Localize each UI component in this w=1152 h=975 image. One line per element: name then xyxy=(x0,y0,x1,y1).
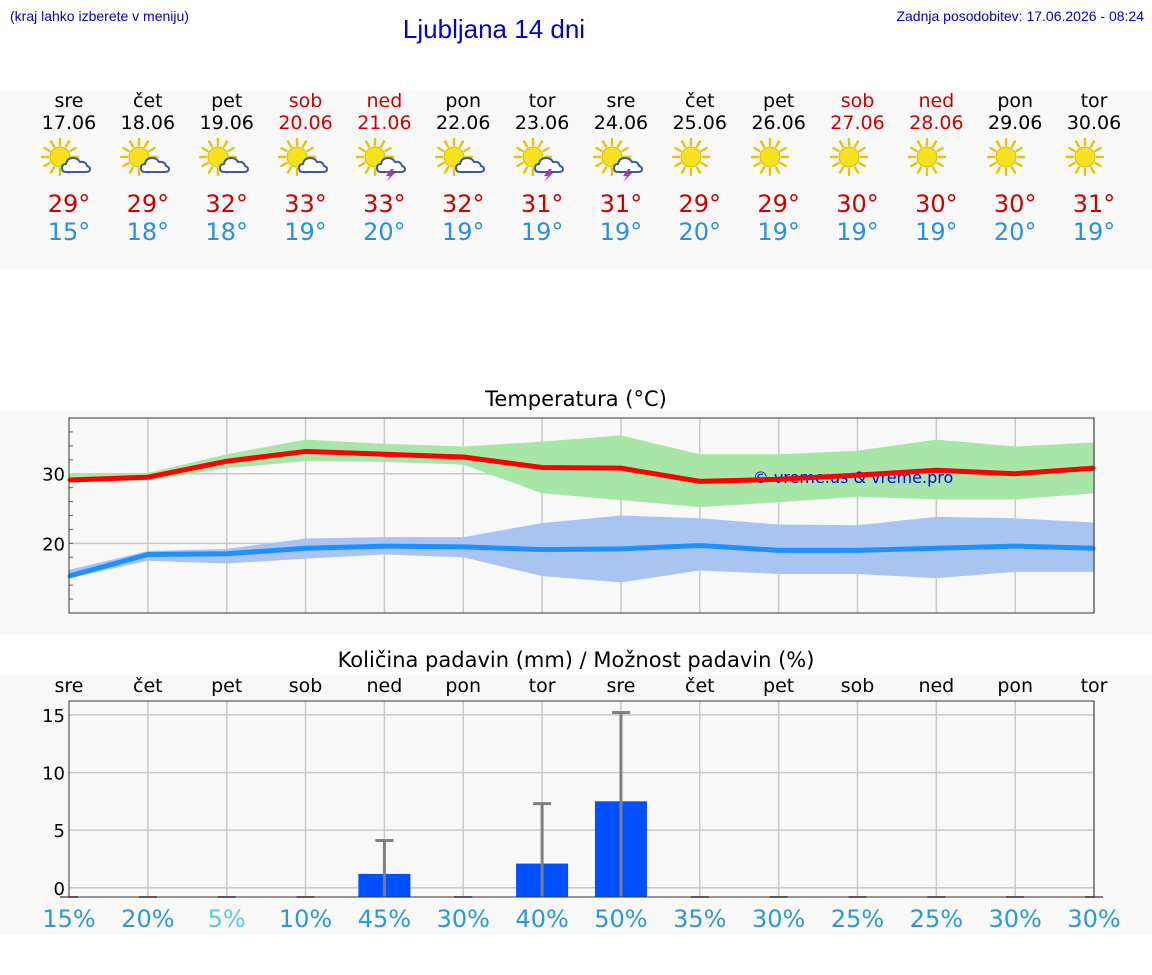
min-temperature: 19° xyxy=(836,218,879,246)
day-column: sob 20.06 33° 19° xyxy=(266,90,346,246)
day-name: ned xyxy=(366,90,403,112)
sun-storm-icon xyxy=(513,138,565,182)
max-temperature: 30° xyxy=(993,190,1037,218)
sun-storm-icon xyxy=(592,138,643,182)
day-name: sob xyxy=(840,90,875,112)
min-temperature: 19° xyxy=(520,218,564,246)
day-date: 28.06 xyxy=(909,112,964,134)
day-name: pon xyxy=(997,90,1034,112)
day-column: ned 21.06 33° 20° xyxy=(344,90,424,246)
max-temperature: 32° xyxy=(205,190,248,218)
sun-cloud-icon xyxy=(40,138,92,177)
min-temperature: 15° xyxy=(47,218,91,246)
forecast-strip: sre 17.06 29° 15° čet 18.06 29° 18° pet 19.06 32° 1… xyxy=(0,90,1152,270)
location-hint: (kraj lahko izberete v meniju) xyxy=(10,8,189,24)
day-column: sob 27.06 30° 19° xyxy=(818,90,898,246)
max-temperature: 30° xyxy=(836,190,879,218)
min-temperature: 20° xyxy=(993,218,1037,246)
min-temperature: 18° xyxy=(205,218,248,246)
day-name: pon xyxy=(445,90,482,112)
day-column: tor 30.06 31° 19° xyxy=(1054,90,1134,246)
min-temperature: 19° xyxy=(284,218,327,246)
day-date: 25.06 xyxy=(672,112,727,134)
sun-cloud-icon xyxy=(435,138,486,177)
day-date: 23.06 xyxy=(514,112,570,134)
temperature-chart-title: Temperatura (°C) xyxy=(485,387,667,411)
day-date: 22.06 xyxy=(436,112,491,134)
day-date: 18.06 xyxy=(120,112,176,134)
max-temperature: 31° xyxy=(599,190,643,218)
day-name: čet xyxy=(133,90,163,112)
min-temperature: 20° xyxy=(678,218,722,246)
day-column: pon 29.06 30° 20° xyxy=(975,90,1055,246)
sun-icon xyxy=(1065,138,1105,177)
min-temperature: 19° xyxy=(915,218,958,246)
day-column: sre 24.06 31° 19° xyxy=(581,90,661,246)
day-name: sre xyxy=(54,90,84,112)
sun-icon xyxy=(829,138,868,177)
min-temperature: 19° xyxy=(599,218,643,246)
day-date: 17.06 xyxy=(41,112,97,134)
precipitation-chart-title: Količina padavin (mm) / Možnost padavin … xyxy=(337,648,815,672)
min-temperature: 18° xyxy=(126,218,170,246)
day-name: tor xyxy=(528,90,556,112)
day-column: pon 22.06 32° 19° xyxy=(423,90,503,246)
min-temperature: 19° xyxy=(441,218,485,246)
day-date: 21.06 xyxy=(357,112,412,134)
day-column: pet 26.06 29° 19° xyxy=(739,90,819,246)
max-temperature: 33° xyxy=(363,190,406,218)
day-column: tor 23.06 31° 19° xyxy=(502,90,582,246)
day-column: ned 28.06 30° 19° xyxy=(896,90,976,246)
day-column: čet 18.06 29° 18° xyxy=(108,90,188,246)
sun-cloud-icon xyxy=(119,138,170,177)
day-column: čet 25.06 29° 20° xyxy=(660,90,740,246)
day-name: čet xyxy=(685,90,715,112)
day-date: 19.06 xyxy=(199,112,254,134)
max-temperature: 31° xyxy=(1072,190,1116,218)
day-date: 29.06 xyxy=(987,112,1043,134)
min-temperature: 19° xyxy=(757,218,800,246)
page-title: Ljubljana 14 dni xyxy=(402,14,586,44)
day-name: sre xyxy=(606,90,636,112)
max-temperature: 29° xyxy=(678,190,722,218)
day-column: sre 17.06 29° 15° xyxy=(29,90,109,246)
sun-icon xyxy=(750,138,789,177)
max-temperature: 29° xyxy=(47,190,91,218)
sun-cloud-icon xyxy=(198,138,249,177)
day-name: sob xyxy=(288,90,323,112)
last-update: Zadnja posodobitev: 17.06.2026 - 08:24 xyxy=(896,8,1144,24)
day-column: pet 19.06 32° 18° xyxy=(187,90,267,246)
max-temperature: 32° xyxy=(441,190,485,218)
precipitation-chart-area xyxy=(0,675,1152,935)
day-date: 24.06 xyxy=(593,112,649,134)
day-name: pet xyxy=(763,90,795,112)
sun-icon xyxy=(908,138,947,177)
day-date: 20.06 xyxy=(278,112,333,134)
day-date: 30.06 xyxy=(1066,112,1122,134)
sun-cloud-icon xyxy=(277,138,328,177)
day-date: 27.06 xyxy=(830,112,885,134)
max-temperature: 30° xyxy=(915,190,958,218)
sun-storm-icon xyxy=(356,138,407,182)
sun-icon xyxy=(671,138,710,177)
temperature-chart-area xyxy=(0,410,1152,635)
max-temperature: 29° xyxy=(757,190,800,218)
sun-icon xyxy=(986,138,1026,177)
max-temperature: 33° xyxy=(284,190,327,218)
min-temperature: 19° xyxy=(1072,218,1116,246)
max-temperature: 31° xyxy=(520,190,564,218)
day-name: pet xyxy=(211,90,243,112)
day-date: 26.06 xyxy=(751,112,806,134)
max-temperature: 29° xyxy=(126,190,170,218)
day-name: tor xyxy=(1080,90,1108,112)
min-temperature: 20° xyxy=(363,218,406,246)
day-name: ned xyxy=(918,90,955,112)
